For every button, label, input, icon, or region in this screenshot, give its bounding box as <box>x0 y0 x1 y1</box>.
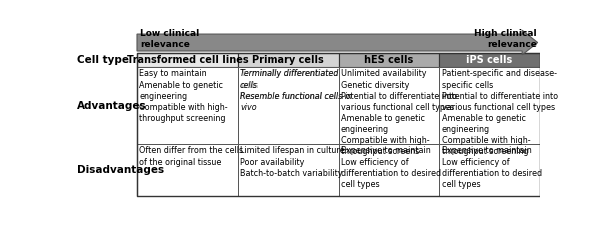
Bar <box>439 144 540 196</box>
Bar <box>137 53 238 67</box>
Bar <box>338 67 439 144</box>
Text: Unlimited availability
Genetic diversity
Potential to differentiate into
various: Unlimited availability Genetic diversity… <box>341 70 457 156</box>
Text: Easy to maintain
Amenable to genetic
engineering
Compatible with high-
throughpu: Easy to maintain Amenable to genetic eng… <box>139 70 228 123</box>
Text: Low clinical
relevance: Low clinical relevance <box>140 29 199 49</box>
Polygon shape <box>137 30 538 55</box>
Bar <box>238 53 338 67</box>
Bar <box>439 67 540 144</box>
Bar <box>137 144 238 196</box>
Text: Terminally differentiated
cells
Resemble functional cells in
vivo: Terminally differentiated cells Resemble… <box>240 70 352 112</box>
Bar <box>137 67 238 144</box>
Text: Cell type: Cell type <box>77 55 130 65</box>
Bar <box>238 144 338 196</box>
Text: Expensive to maintain
Low efficiency of
differentiation to desired
cell types: Expensive to maintain Low efficiency of … <box>341 147 441 189</box>
Text: Terminally differentiated
cells
Resemble functional cells in
vivo: Terminally differentiated cells Resemble… <box>240 70 353 112</box>
Text: hES cells: hES cells <box>364 55 413 65</box>
Text: Patient-specific and disease-
specific cells
Potential to differentiate into
var: Patient-specific and disease- specific c… <box>442 70 558 156</box>
Bar <box>238 67 338 144</box>
Text: Often differ from the cells
of the original tissue: Often differ from the cells of the origi… <box>139 147 244 167</box>
Text: iPS cells: iPS cells <box>467 55 513 65</box>
Text: High clinical
relevance: High clinical relevance <box>474 29 537 49</box>
Bar <box>338 144 439 196</box>
Text: Transformed cell lines: Transformed cell lines <box>127 55 248 65</box>
Text: Expensive to maintain
Low efficiency of
differentiation to desired
cell types: Expensive to maintain Low efficiency of … <box>442 147 542 189</box>
Text: Disadvantages: Disadvantages <box>77 165 164 175</box>
Bar <box>439 53 540 67</box>
Bar <box>137 53 540 196</box>
Text: Primary cells: Primary cells <box>252 55 324 65</box>
Text: Limited lifespan in culture
Poor availability
Batch-to-batch variability: Limited lifespan in culture Poor availab… <box>240 147 345 178</box>
Text: Terminally differentiated
cells
Resemble functional cells: Terminally differentiated cells Resemble… <box>240 70 346 101</box>
Text: Advantages: Advantages <box>77 101 147 111</box>
Bar <box>338 53 439 67</box>
